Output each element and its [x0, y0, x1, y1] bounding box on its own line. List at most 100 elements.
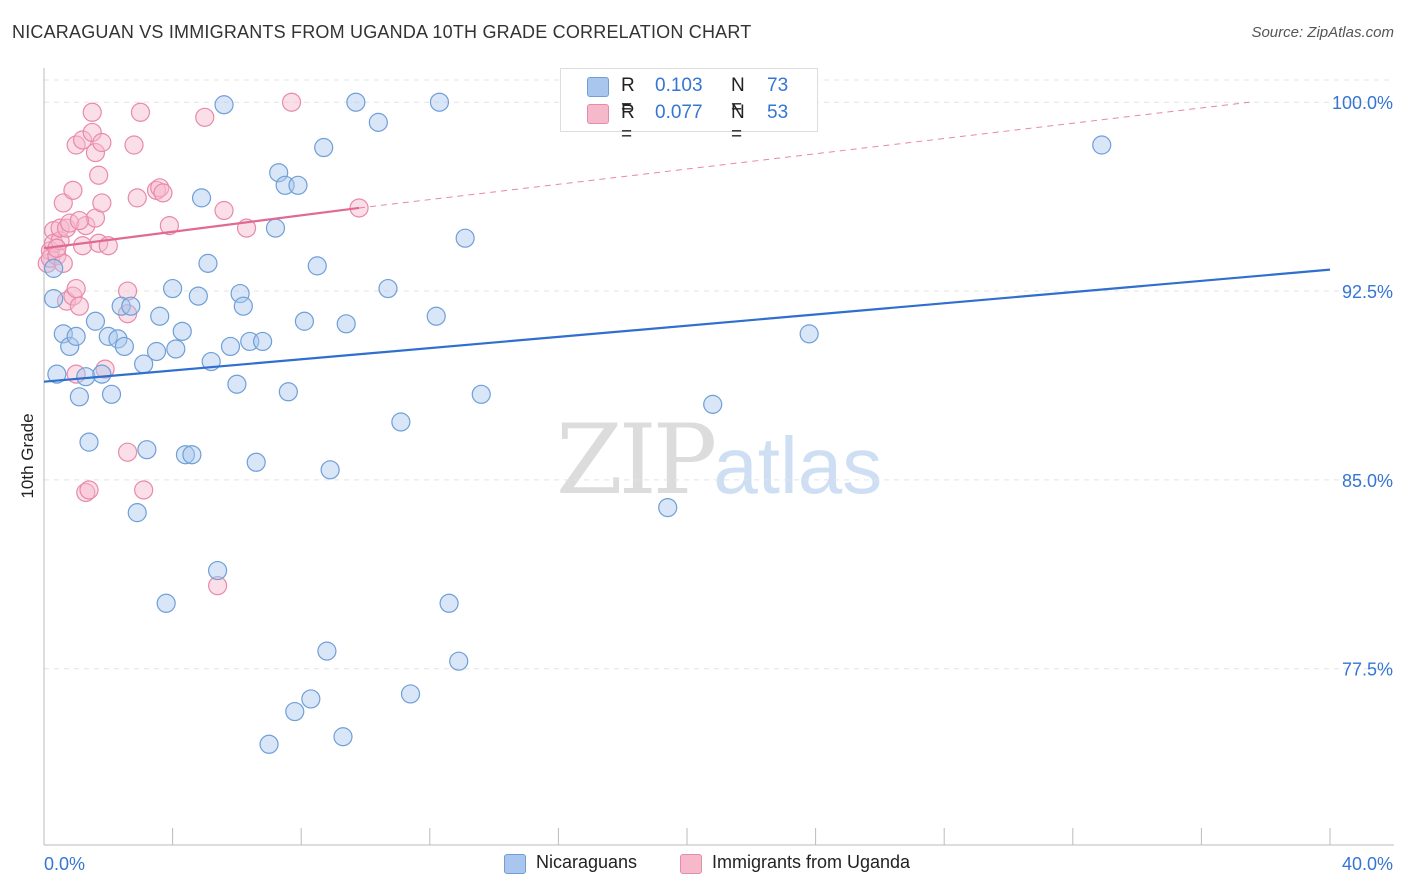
nicaraguan-point: [368, 112, 388, 132]
nicaraguan-point: [301, 689, 321, 709]
nicaraguan-point: [799, 324, 819, 344]
nicaraguan-trend-line: [43, 268, 1331, 383]
uganda-point: [130, 102, 151, 122]
nicaraguan-point: [220, 336, 241, 357]
nicaraguan-point: [108, 329, 128, 349]
uganda-point: [66, 135, 86, 155]
nicaraguan-point: [127, 503, 147, 523]
nicaraguan-point: [265, 218, 286, 238]
nicaraguan-point: [44, 289, 64, 309]
nicaraguan-point: [191, 188, 212, 208]
nicaraguan-point: [471, 384, 491, 404]
nicaraguan-point: [156, 593, 176, 613]
source-label: Source: ZipAtlas.com: [1251, 24, 1394, 41]
nicaraguan-point: [333, 727, 353, 747]
uganda-point: [195, 107, 215, 127]
n-label: N =: [731, 75, 745, 118]
nicaraguan-point: [278, 382, 298, 402]
nicaraguan-points: [44, 92, 1112, 754]
uganda-point: [82, 102, 102, 122]
n-label: N =: [731, 102, 745, 145]
nicaraguan-point: [101, 384, 122, 404]
uganda-point: [82, 122, 102, 143]
uganda-point: [85, 142, 106, 163]
nicaraguan-point: [111, 296, 131, 316]
uganda-point: [117, 442, 138, 462]
nicaraguan-point: [44, 258, 64, 278]
nicaraguan-point: [137, 440, 157, 460]
nicaraguan-point: [703, 394, 723, 414]
gridlines: [44, 79, 1394, 670]
x-tick-label-max: 40.0%: [1342, 854, 1393, 874]
uganda-point: [281, 92, 302, 112]
nicaraguan-point: [198, 253, 218, 273]
nicaraguan-point: [188, 286, 208, 306]
nicaraguan-point: [47, 364, 67, 384]
nicaraguan-point: [1092, 135, 1112, 155]
uganda-point: [37, 253, 57, 273]
legend-swatch-pink: [680, 854, 702, 874]
uganda-point: [66, 278, 86, 299]
nicaraguan-point: [426, 306, 446, 326]
nicaraguan-point: [85, 311, 106, 331]
legend-swatch-blue: [504, 854, 526, 874]
watermark-atlas: atlas: [713, 421, 883, 510]
uganda-point: [127, 188, 147, 208]
nicaraguan-point: [429, 92, 450, 112]
uganda-point: [69, 296, 89, 316]
uganda-point: [72, 130, 93, 150]
nicaraguan-point: [166, 339, 186, 359]
r-value: 0.077: [655, 102, 703, 123]
y-tick-label: 77.5%: [1342, 660, 1393, 680]
nicaraguan-point: [439, 593, 459, 613]
y-tick-label: 92.5%: [1342, 282, 1393, 302]
uganda-point: [92, 132, 112, 153]
n-value: 73: [767, 75, 789, 96]
nicaraguan-point: [307, 256, 327, 276]
uganda-trend-line-solid: [43, 206, 360, 250]
nicaraguan-point: [175, 445, 196, 465]
nicaraguan-point: [121, 296, 141, 316]
nicaraguan-point: [208, 560, 228, 581]
r-value: 0.103: [655, 75, 703, 96]
axes: [43, 68, 1394, 846]
uganda-point: [134, 480, 154, 500]
uganda-point: [153, 183, 173, 203]
nicaraguan-point: [230, 283, 250, 304]
uganda-point: [79, 480, 99, 500]
nicaraguan-point: [69, 387, 89, 407]
nicaraguan-point: [60, 336, 80, 357]
uganda-point: [159, 215, 179, 236]
legend-swatch-blue: [587, 77, 609, 97]
trend-lines: [43, 101, 1331, 383]
tick-labels: 77.5% 85.0% 92.5% 100.0% 0.0% 40.0%: [44, 93, 1393, 874]
uganda-point: [92, 193, 112, 213]
uganda-point: [69, 210, 89, 231]
y-tick-label: 85.0%: [1342, 471, 1393, 491]
nicaraguan-point: [455, 228, 475, 248]
nicaraguan-point: [66, 326, 86, 346]
r-label: R =: [621, 75, 635, 118]
stats-legend: R = 0.103 N = 73 R = 0.077 N = 53: [560, 68, 818, 145]
uganda-point: [214, 200, 234, 221]
nicaraguan-point: [172, 321, 192, 341]
x-tick-label-min: 0.0%: [44, 854, 85, 874]
nicaraguan-point: [320, 460, 340, 480]
nicaraguan-point: [146, 341, 167, 362]
nicaraguan-point: [253, 331, 273, 352]
nicaraguan-point: [346, 92, 366, 112]
nicaraguan-point: [658, 497, 678, 518]
nicaraguan-point: [214, 95, 234, 115]
nicaraguan-point: [79, 432, 99, 452]
nicaraguan-point: [92, 364, 112, 384]
nicaraguan-point: [285, 701, 305, 722]
watermark-zip: ZIP: [556, 404, 717, 516]
uganda-point: [50, 218, 70, 238]
nicaraguan-point: [163, 278, 183, 299]
uganda-point: [124, 135, 144, 155]
nicaraguan-point: [182, 445, 202, 465]
nicaraguan-point: [114, 336, 134, 357]
uganda-point: [95, 359, 115, 379]
uganda-point: [76, 482, 96, 503]
nicaraguan-point: [378, 278, 398, 299]
